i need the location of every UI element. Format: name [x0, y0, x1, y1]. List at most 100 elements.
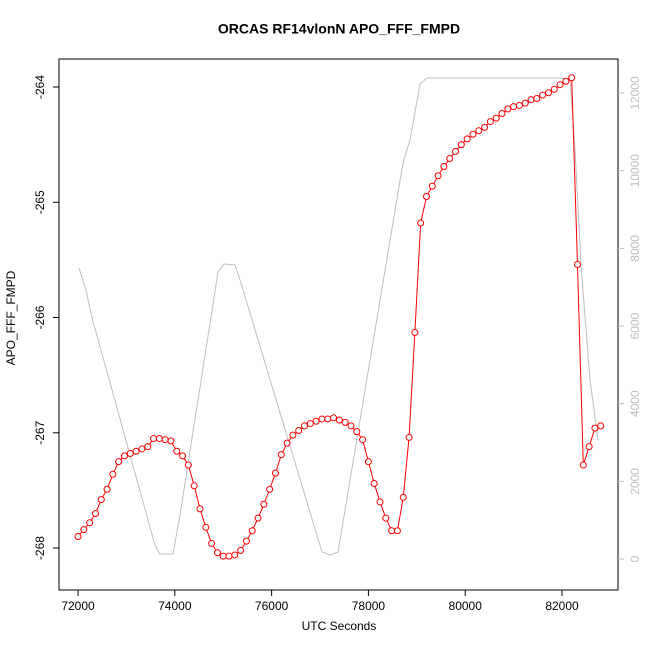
point [481, 123, 489, 131]
point [353, 428, 361, 436]
point [277, 451, 285, 459]
x-tick-label: 82000 [545, 599, 579, 613]
point [440, 163, 448, 171]
y-tick-label: -267 [33, 420, 47, 444]
point [446, 154, 454, 162]
y2-tick-label: 10000 [628, 154, 642, 188]
x-tick-label: 74000 [158, 599, 192, 613]
point [469, 130, 477, 138]
point [80, 526, 88, 534]
point [417, 219, 425, 227]
point [550, 85, 558, 93]
point [248, 527, 256, 535]
point [126, 450, 134, 458]
point [324, 415, 332, 423]
x-tick-label: 80000 [449, 599, 483, 613]
point [515, 101, 523, 109]
point [579, 461, 587, 469]
point [254, 514, 262, 522]
point [231, 551, 239, 559]
point [318, 415, 326, 423]
point [266, 485, 274, 493]
point [428, 182, 436, 190]
x-tick-label: 76000 [255, 599, 289, 613]
point [405, 433, 413, 441]
point [97, 496, 105, 504]
y2-tick-label: 2000 [628, 468, 642, 495]
point [335, 416, 343, 424]
y2-tick-label: 0 [628, 555, 642, 562]
point [399, 493, 407, 501]
point [196, 505, 204, 513]
point [74, 533, 82, 541]
y2-tick-label: 4000 [628, 390, 642, 417]
x-tick-label: 72000 [61, 599, 95, 613]
point [457, 141, 465, 149]
point [173, 447, 181, 455]
point [463, 135, 471, 143]
point [283, 439, 291, 447]
x-axis-label: UTC Seconds [302, 619, 377, 633]
point [434, 172, 442, 180]
point [585, 443, 593, 451]
point [388, 527, 396, 535]
point [225, 552, 233, 560]
point [573, 261, 581, 269]
point [562, 77, 570, 85]
point [184, 461, 192, 469]
y-tick-label: -268 [33, 536, 47, 560]
point [237, 546, 245, 554]
point [556, 81, 564, 89]
point [359, 436, 367, 444]
point [103, 485, 111, 493]
point [179, 452, 187, 460]
point [504, 105, 512, 113]
y-tick-label: -266 [33, 305, 47, 329]
point [306, 420, 314, 428]
point [91, 509, 99, 517]
point [533, 95, 541, 103]
point [208, 539, 216, 547]
y-axis-label: APO_FFF_FMPD [4, 270, 18, 365]
point [260, 500, 268, 508]
point [370, 480, 378, 488]
point [213, 549, 221, 557]
point [376, 498, 384, 506]
chart-title: ORCAS RF14vlonN APO_FFF_FMPD [218, 21, 460, 37]
point [312, 417, 320, 425]
point [115, 458, 123, 466]
y2-tick-label: 8000 [628, 235, 642, 262]
point [138, 445, 146, 453]
point [219, 552, 227, 560]
y2-tick-label: 6000 [628, 312, 642, 339]
point [382, 514, 390, 522]
point [498, 110, 506, 118]
point [109, 470, 117, 478]
point [132, 447, 140, 455]
plot-frame [58, 58, 619, 591]
point [120, 452, 128, 460]
point [330, 414, 338, 422]
point [161, 436, 169, 444]
series-line [78, 77, 599, 556]
point [144, 443, 152, 451]
point [510, 103, 518, 111]
point [242, 537, 250, 545]
point [190, 482, 198, 490]
point [521, 99, 529, 107]
point [452, 148, 460, 156]
point [539, 91, 547, 99]
point [150, 435, 158, 443]
point [422, 193, 430, 201]
point [591, 424, 599, 432]
point [289, 431, 297, 439]
point [295, 426, 303, 434]
y-tick-label: -265 [33, 190, 47, 214]
point [393, 527, 401, 535]
point [301, 422, 309, 430]
point [347, 422, 355, 430]
point [86, 519, 94, 527]
point [568, 74, 576, 82]
